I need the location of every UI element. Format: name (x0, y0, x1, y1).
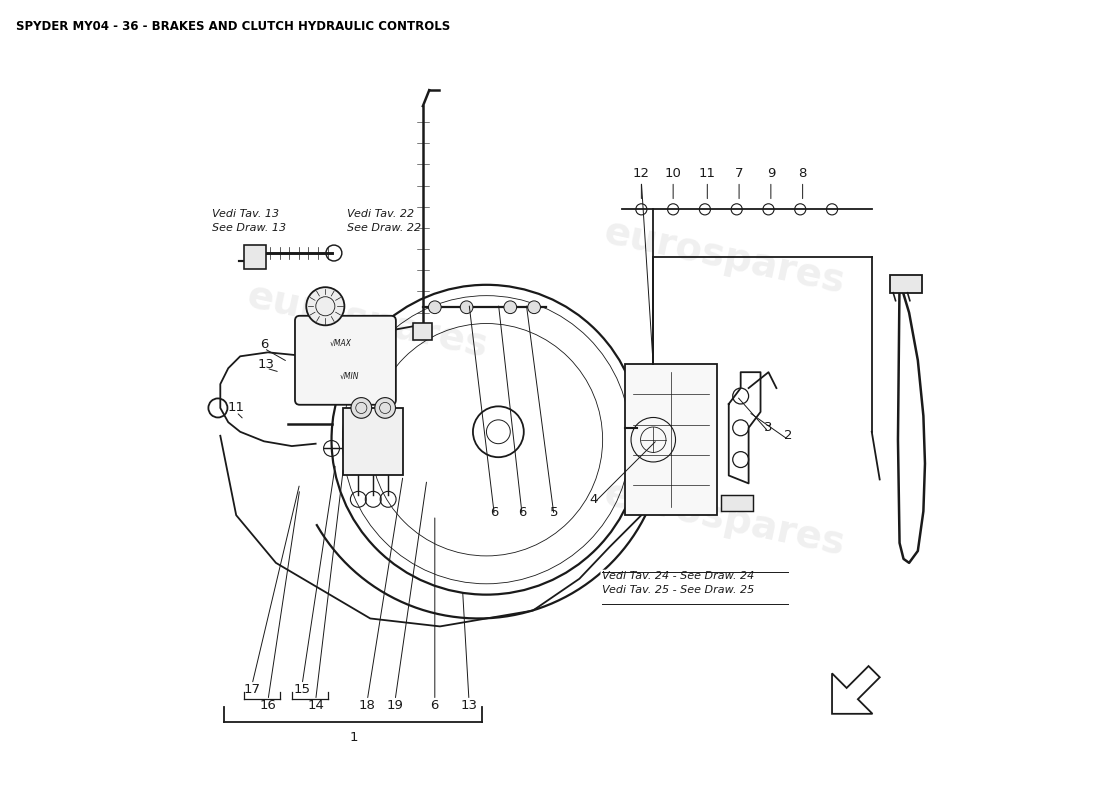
Text: eurospares: eurospares (601, 213, 849, 301)
Text: Vedi Tav. 22
See Draw. 22: Vedi Tav. 22 See Draw. 22 (348, 210, 421, 234)
FancyArrow shape (832, 666, 880, 714)
Bar (414, 323, 432, 341)
Text: eurospares: eurospares (601, 475, 849, 563)
Circle shape (429, 301, 441, 314)
Text: √MAX: √MAX (330, 338, 352, 347)
Text: 7: 7 (735, 167, 744, 180)
Text: Vedi Tav. 13
See Draw. 13: Vedi Tav. 13 See Draw. 13 (212, 210, 286, 234)
Text: 6: 6 (491, 506, 498, 519)
Text: 6: 6 (260, 338, 268, 351)
Text: 16: 16 (260, 699, 276, 712)
Text: 1: 1 (349, 731, 358, 744)
Text: 15: 15 (294, 683, 310, 697)
Circle shape (375, 398, 396, 418)
Bar (343, 408, 403, 475)
Text: eurospares: eurospares (243, 277, 492, 365)
Circle shape (306, 287, 344, 326)
Text: 11: 11 (228, 402, 244, 414)
Text: 2: 2 (784, 430, 793, 442)
Text: 6: 6 (518, 506, 527, 519)
Text: 13: 13 (257, 358, 275, 370)
Text: 9: 9 (767, 167, 775, 180)
Text: √MIN: √MIN (340, 372, 360, 381)
Bar (637, 416, 661, 463)
Text: 13: 13 (461, 699, 477, 712)
Text: 5: 5 (550, 506, 558, 519)
Circle shape (460, 301, 473, 314)
Circle shape (528, 301, 540, 314)
Text: 10: 10 (664, 167, 682, 180)
Text: 3: 3 (764, 422, 772, 434)
Text: 11: 11 (698, 167, 716, 180)
Text: 18: 18 (359, 699, 376, 712)
Text: 4: 4 (590, 493, 598, 506)
Bar (720, 495, 752, 511)
Text: 8: 8 (799, 167, 806, 180)
FancyBboxPatch shape (295, 316, 396, 405)
Circle shape (504, 301, 517, 314)
Text: 6: 6 (430, 699, 439, 712)
Bar (626, 364, 717, 515)
Text: 17: 17 (243, 683, 261, 697)
Text: 12: 12 (632, 167, 650, 180)
Circle shape (351, 398, 372, 418)
Text: SPYDER MY04 - 36 - BRAKES AND CLUTCH HYDRAULIC CONTROLS: SPYDER MY04 - 36 - BRAKES AND CLUTCH HYD… (16, 20, 451, 33)
Text: 19: 19 (386, 699, 404, 712)
Text: Vedi Tav. 24 - See Draw. 24
Vedi Tav. 25 - See Draw. 25: Vedi Tav. 24 - See Draw. 24 Vedi Tav. 25… (602, 571, 754, 595)
Text: 14: 14 (307, 699, 324, 712)
Bar (890, 275, 922, 293)
Bar (244, 245, 266, 269)
